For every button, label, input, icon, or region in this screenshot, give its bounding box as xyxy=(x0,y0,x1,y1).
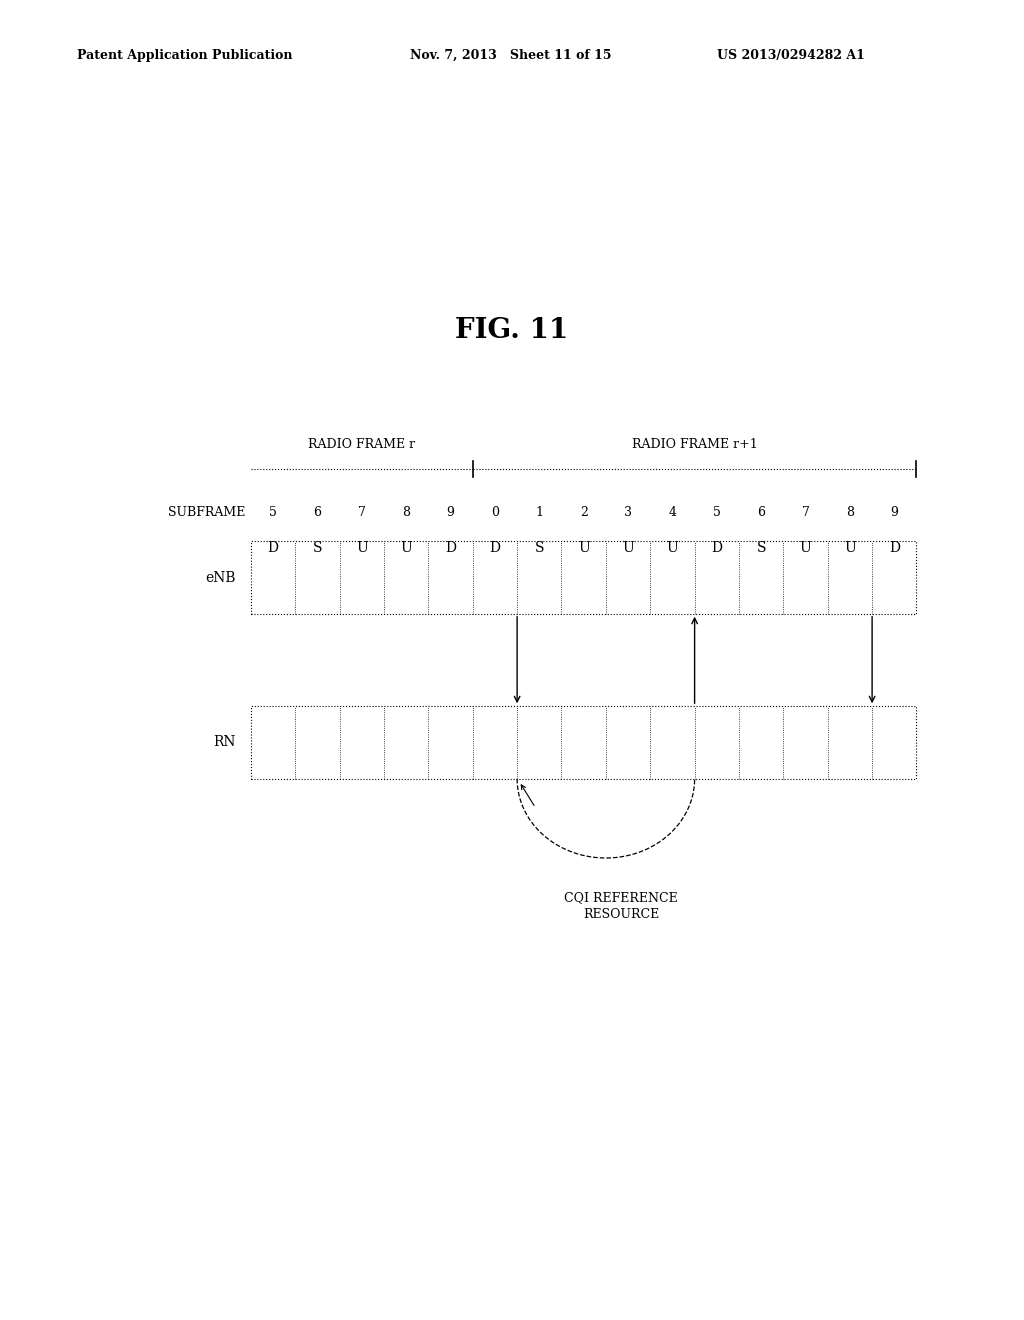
Text: D: D xyxy=(712,541,722,554)
Text: 9: 9 xyxy=(890,506,898,519)
Text: Nov. 7, 2013   Sheet 11 of 15: Nov. 7, 2013 Sheet 11 of 15 xyxy=(410,49,611,62)
Text: SUBFRAME: SUBFRAME xyxy=(168,506,246,519)
Text: 2: 2 xyxy=(580,506,588,519)
Text: 7: 7 xyxy=(802,506,810,519)
Text: D: D xyxy=(889,541,900,554)
Text: 8: 8 xyxy=(402,506,411,519)
Text: U: U xyxy=(623,541,634,554)
Text: 0: 0 xyxy=(490,506,499,519)
Text: 9: 9 xyxy=(446,506,455,519)
Text: eNB: eNB xyxy=(205,570,236,585)
Text: D: D xyxy=(267,541,279,554)
Text: 6: 6 xyxy=(313,506,322,519)
Text: 4: 4 xyxy=(669,506,677,519)
Text: FIG. 11: FIG. 11 xyxy=(456,317,568,343)
Text: CQI REFERENCE
RESOURCE: CQI REFERENCE RESOURCE xyxy=(564,891,678,921)
Text: U: U xyxy=(400,541,412,554)
Text: 7: 7 xyxy=(357,506,366,519)
Text: U: U xyxy=(356,541,368,554)
Text: U: U xyxy=(578,541,590,554)
Text: 5: 5 xyxy=(713,506,721,519)
Bar xyxy=(251,706,916,779)
Text: U: U xyxy=(667,541,678,554)
Text: S: S xyxy=(535,541,544,554)
Text: 1: 1 xyxy=(536,506,544,519)
Text: 5: 5 xyxy=(269,506,278,519)
Text: D: D xyxy=(445,541,456,554)
Text: US 2013/0294282 A1: US 2013/0294282 A1 xyxy=(717,49,864,62)
Text: U: U xyxy=(844,541,856,554)
Text: RN: RN xyxy=(213,735,236,750)
Text: RADIO FRAME r+1: RADIO FRAME r+1 xyxy=(632,438,758,451)
Text: U: U xyxy=(800,541,811,554)
Text: RADIO FRAME r: RADIO FRAME r xyxy=(308,438,416,451)
Bar xyxy=(251,541,916,614)
Text: S: S xyxy=(757,541,766,554)
Text: 6: 6 xyxy=(757,506,765,519)
Text: D: D xyxy=(489,541,501,554)
Text: S: S xyxy=(312,541,323,554)
Text: 3: 3 xyxy=(624,506,632,519)
Text: 8: 8 xyxy=(846,506,854,519)
Text: Patent Application Publication: Patent Application Publication xyxy=(77,49,292,62)
